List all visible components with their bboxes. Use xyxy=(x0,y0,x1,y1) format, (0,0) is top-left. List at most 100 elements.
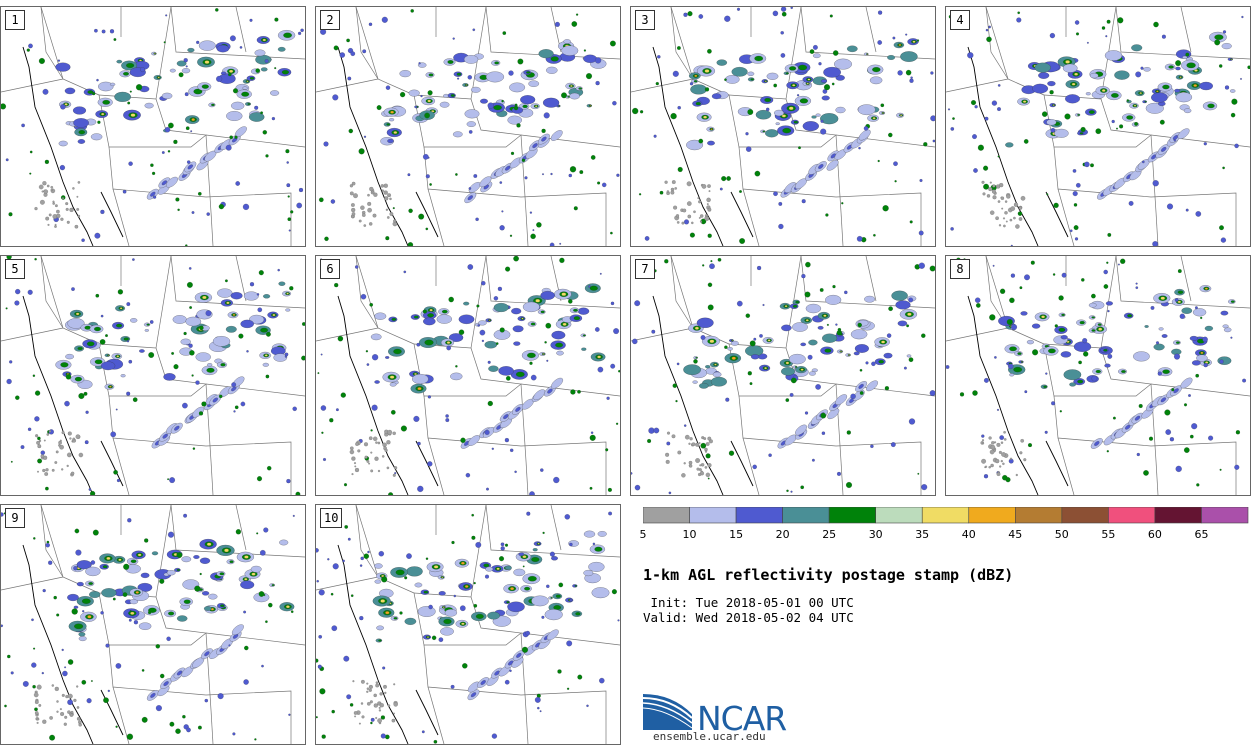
colorbar-segment xyxy=(643,507,690,524)
state-borders xyxy=(1,505,305,744)
state-borders xyxy=(1,256,305,495)
ncar-logo-text: NCAR xyxy=(697,699,787,738)
reflectivity-cells xyxy=(5,256,305,495)
colorbar-segment xyxy=(1015,507,1063,524)
init-time: Init: Tue 2018-05-01 00 UTC xyxy=(643,595,854,610)
member-label: 6 xyxy=(320,259,340,279)
reflectivity-cells xyxy=(947,11,1250,246)
coastline xyxy=(337,46,409,246)
member-label: 9 xyxy=(5,508,25,528)
gulf-coastline xyxy=(100,689,124,736)
colorbar-segment xyxy=(735,507,783,524)
colorbar-segment xyxy=(875,507,923,524)
plot-title: 1-km AGL reflectivity postage stamp (dBZ… xyxy=(643,566,1014,584)
reflectivity-cells xyxy=(631,257,935,495)
member-panel-5: 5 xyxy=(0,255,306,496)
gulf-coastline xyxy=(100,191,124,238)
colorbar-segment xyxy=(828,507,876,524)
coastline xyxy=(652,46,724,246)
reflectivity-map xyxy=(316,7,620,246)
member-panel-10: 10 xyxy=(315,504,621,745)
coastline xyxy=(337,544,409,744)
colorbar-tick-label: 40 xyxy=(961,528,976,541)
colorbar-segment xyxy=(1061,507,1109,524)
colorbar-segment xyxy=(782,507,830,524)
colorbar-segment xyxy=(1108,507,1156,524)
reflectivity-cells xyxy=(1,512,295,741)
coastline xyxy=(652,295,724,495)
reflectivity-cells xyxy=(946,257,1247,487)
member-label: 3 xyxy=(635,10,655,30)
gulf-coastline xyxy=(100,440,124,487)
state-borders xyxy=(631,7,935,246)
reflectivity-map xyxy=(1,256,305,495)
reflectivity-cells xyxy=(319,9,620,246)
member-panel-1: 1 xyxy=(0,6,306,247)
colorbar-segment xyxy=(1201,507,1249,524)
coastline xyxy=(22,544,94,744)
gulf-coastline xyxy=(415,440,439,487)
ncar-logo-icon xyxy=(642,694,693,730)
reflectivity-map xyxy=(1,7,305,246)
gulf-coastline xyxy=(415,191,439,238)
colorbar-tick-label: 35 xyxy=(915,528,930,541)
gulf-coastline xyxy=(415,689,439,736)
member-panel-4: 4 xyxy=(945,6,1251,247)
colorbar-segment xyxy=(921,507,970,524)
member-label: 8 xyxy=(950,259,970,279)
valid-time: Valid: Wed 2018-05-02 04 UTC xyxy=(643,610,854,625)
state-borders xyxy=(316,7,620,246)
colorbar-tick-label: 55 xyxy=(1101,528,1116,541)
reflectivity-map xyxy=(631,256,935,495)
reflectivity-cells xyxy=(317,256,620,495)
member-panel-8: 8 xyxy=(945,255,1251,496)
state-borders xyxy=(316,505,620,744)
member-label: 2 xyxy=(320,10,340,30)
reflectivity-cells xyxy=(1,8,304,246)
member-label: 5 xyxy=(5,259,25,279)
reflectivity-colorbar xyxy=(643,507,1249,524)
state-borders xyxy=(631,256,935,495)
colorbar-tick-label: 60 xyxy=(1147,528,1162,541)
colorbar-tick-label: 65 xyxy=(1194,528,1209,541)
member-label: 7 xyxy=(635,259,655,279)
member-panel-7: 7 xyxy=(630,255,936,496)
member-panel-9: 9 xyxy=(0,504,306,745)
colorbar-tick-label: 20 xyxy=(775,528,790,541)
member-panel-2: 2 xyxy=(315,6,621,247)
reflectivity-map xyxy=(316,505,620,744)
reflectivity-map xyxy=(631,7,935,246)
gulf-coastline xyxy=(730,440,754,487)
colorbar-tick-label: 30 xyxy=(868,528,883,541)
member-label: 1 xyxy=(5,10,25,30)
member-panel-3: 3 xyxy=(630,6,936,247)
coastline xyxy=(337,295,409,495)
member-label: 10 xyxy=(320,508,343,528)
reflectivity-map xyxy=(1,505,305,744)
colorbar-segment xyxy=(689,507,737,524)
gulf-coastline xyxy=(1045,191,1069,238)
ensemble-site-link: ensemble.ucar.edu xyxy=(653,730,766,743)
colorbar-segment xyxy=(1154,507,1202,524)
colorbar-tick-label: 10 xyxy=(682,528,697,541)
reflectivity-map xyxy=(946,7,1250,246)
colorbar-tick-label: 45 xyxy=(1008,528,1023,541)
member-panel-6: 6 xyxy=(315,255,621,496)
colorbar-segment xyxy=(968,507,1016,524)
coastline xyxy=(22,295,94,495)
reflectivity-map xyxy=(316,256,620,495)
colorbar-tick-label: 50 xyxy=(1054,528,1069,541)
coastline xyxy=(967,295,1039,495)
colorbar-tick-label: 25 xyxy=(822,528,837,541)
reflectivity-cells xyxy=(632,7,935,244)
member-label: 4 xyxy=(950,10,970,30)
coastline xyxy=(22,46,94,246)
gulf-coastline xyxy=(1045,440,1069,487)
colorbar-tick-label: 5 xyxy=(639,528,647,541)
reflectivity-map xyxy=(946,256,1250,495)
reflectivity-cells xyxy=(316,511,620,744)
state-borders xyxy=(946,7,1250,246)
colorbar-tick-label: 15 xyxy=(729,528,744,541)
coastline xyxy=(967,46,1039,246)
gulf-coastline xyxy=(730,191,754,238)
